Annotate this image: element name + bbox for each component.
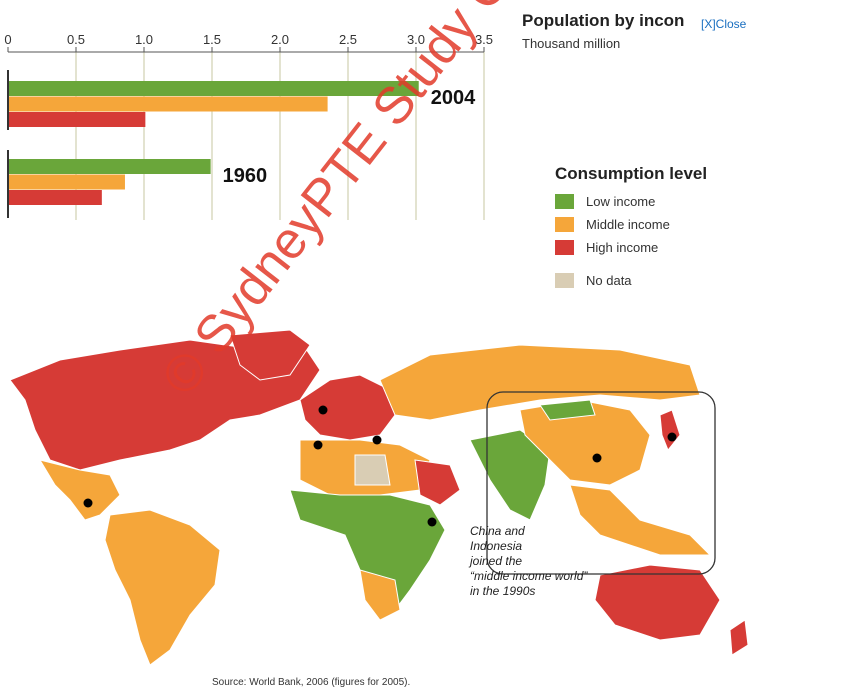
x-tick-label: 0 [4,32,11,47]
legend-label: Middle income [586,217,670,232]
map-annotation: China and Indonesia joined the “middle i… [468,524,591,598]
map-greenland [229,329,311,381]
legend-swatch-no-data [555,273,574,288]
bar [8,190,102,205]
city-dot [318,405,328,415]
x-tick-label: 1.0 [135,32,153,47]
legend-item-low-income: Low income [555,190,707,213]
map-australia [594,564,721,641]
bar [8,159,211,174]
map-china [519,399,651,486]
x-tick-label: 3.0 [407,32,425,47]
map-russia [379,344,701,421]
map-south-america [104,509,221,666]
bar [8,174,125,190]
legend-title: Consumption level [555,164,708,183]
legend-item-middle-income: Middle income [555,213,707,236]
city-dot [313,440,323,450]
bar [8,112,146,127]
city-dot [83,498,93,508]
legend-item-no-data: No data [555,269,707,292]
source-note: Source: World Bank, 2006 (figures for 20… [212,677,411,688]
map-japan [659,409,681,451]
bar-chart: 0 0.5 1.0 1.5 2.0 2.5 3.0 3.5 2004 1960 [4,32,493,220]
x-tick-label: 3.5 [475,32,493,47]
legend-label: High income [586,240,659,255]
map-sub-saharan-africa [289,489,446,611]
world-income-map: China and Indonesia joined the “middle i… [9,329,749,666]
chart-unit-label: Thousand million [522,36,621,51]
map-saudi-arabia [414,459,461,506]
map-new-zealand [729,619,749,656]
city-dot [592,453,602,463]
bar [8,81,419,96]
legend-swatch-low [555,194,574,209]
x-tick-label: 0.5 [67,32,85,47]
category-label: 1960 [223,165,268,187]
map-europe [299,374,396,441]
legend-label: Low income [586,194,656,209]
bar [8,96,328,112]
legend-item-high-income: High income [555,236,707,259]
legend: Consumption level Low income Middle inco… [555,164,707,292]
close-link[interactable]: [X]Close [701,17,747,31]
x-tick-label: 2.0 [271,32,289,47]
category-label: 2004 [431,87,476,109]
city-dot [667,432,677,442]
map-libya-no-data [354,454,391,486]
map-mongolia [539,399,596,421]
legend-label: No data [586,273,632,288]
legend-swatch-high [555,240,574,255]
map-southern-africa [359,569,401,621]
city-dot [427,517,437,527]
city-dot [372,435,382,445]
map-central-america [38,459,121,521]
legend-swatch-middle [555,217,574,232]
map-southeast-asia [569,484,712,556]
chart-title: Population by incon [522,11,685,30]
x-tick-label: 1.5 [203,32,221,47]
china-indonesia-highlight-box [486,391,716,575]
x-tick-label: 2.5 [339,32,357,47]
map-north-america [9,339,321,471]
